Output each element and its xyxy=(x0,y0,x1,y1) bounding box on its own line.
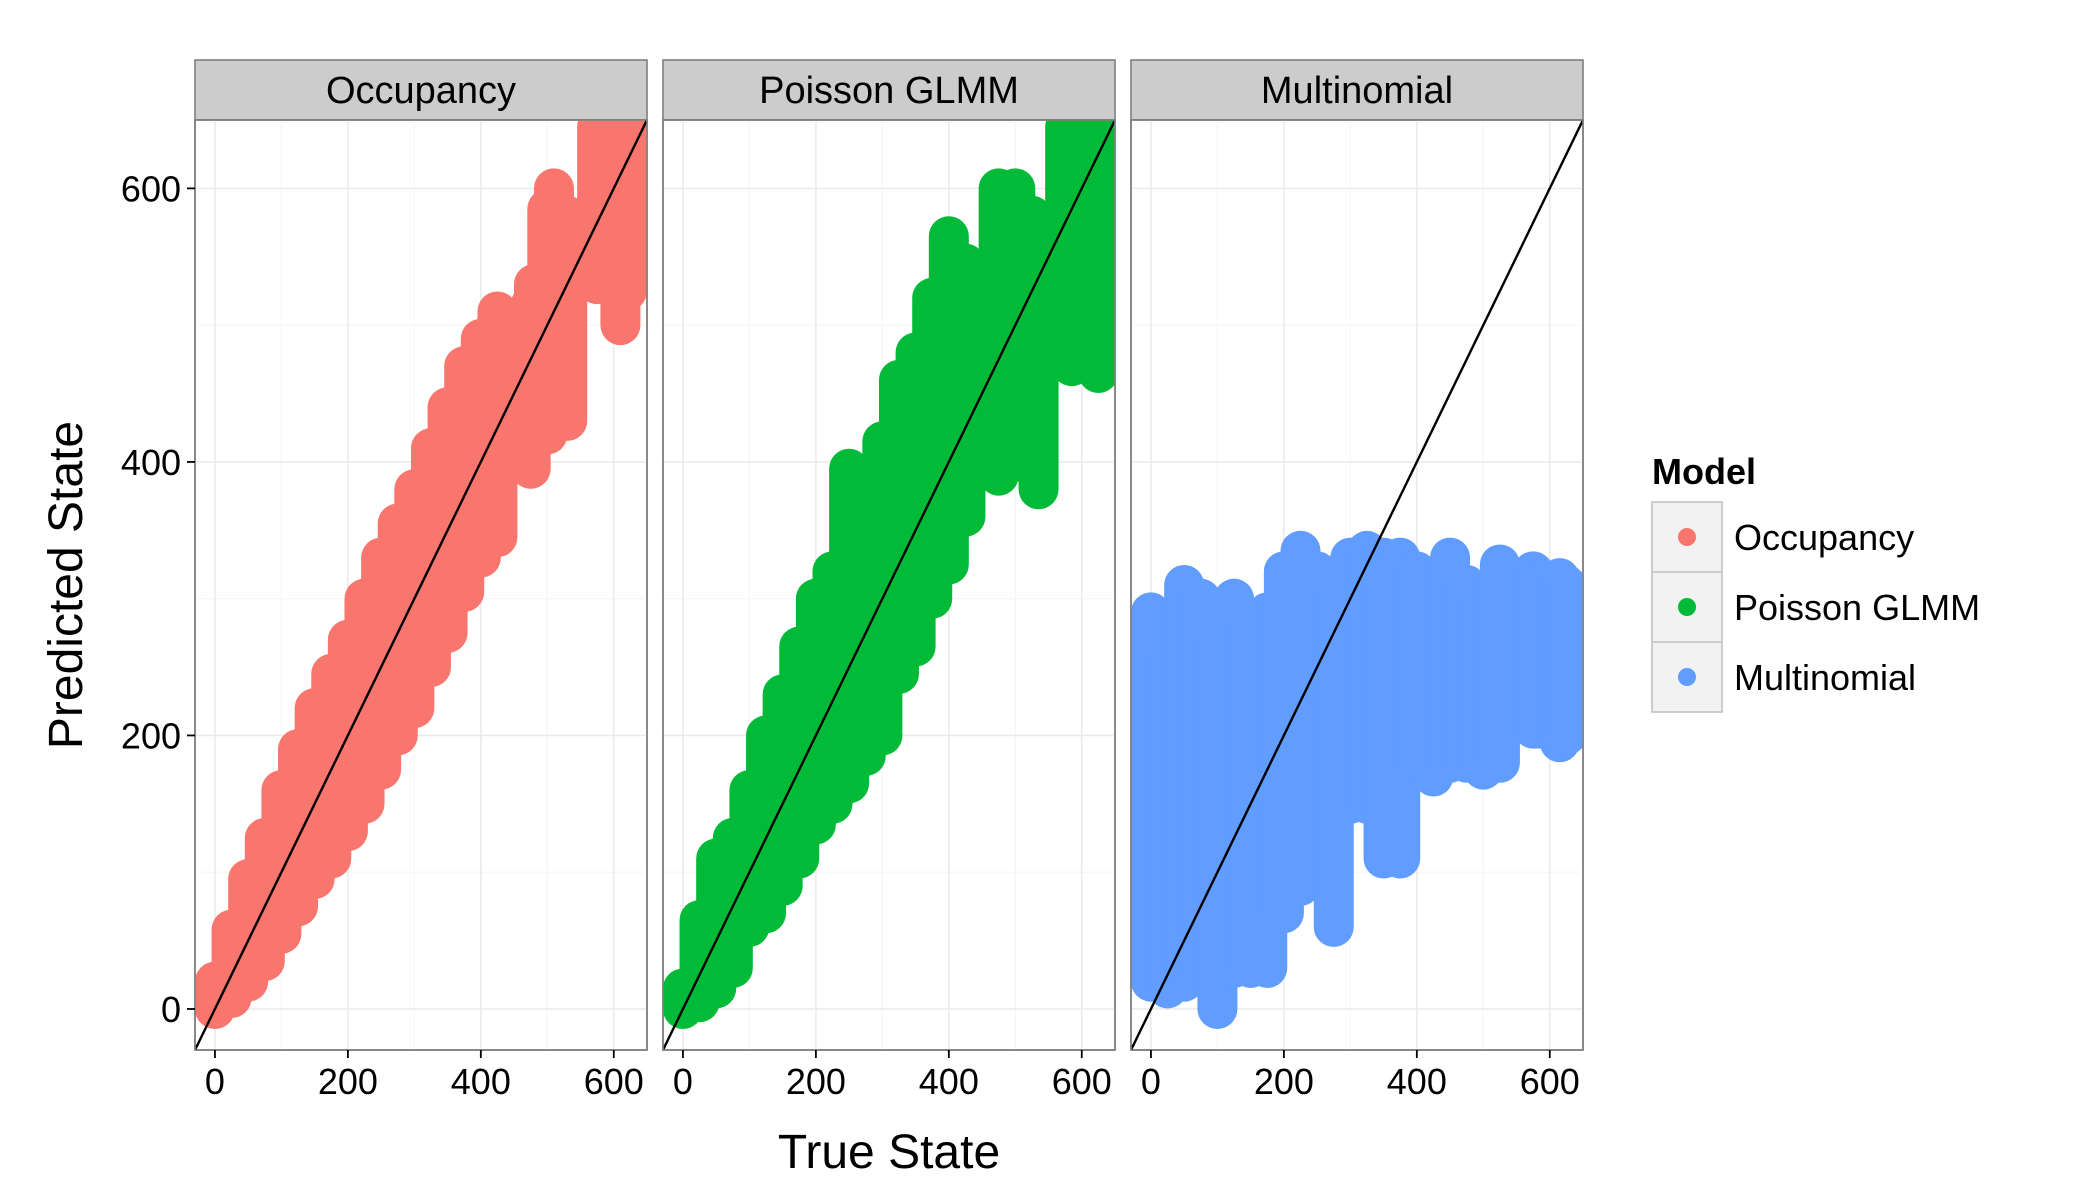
x-tick-label: 0 xyxy=(205,1061,225,1102)
x-tick-label: 600 xyxy=(1052,1061,1112,1102)
x-tick-label: 200 xyxy=(786,1061,846,1102)
facet-strip-label: Multinomial xyxy=(1261,70,1453,112)
y-axis-title: Predicted State xyxy=(40,421,93,749)
x-tick-label: 0 xyxy=(1141,1061,1161,1102)
panel-poisson-glmm: Poisson GLMM 0 200 400 600 xyxy=(662,59,1116,1102)
identity-line xyxy=(663,120,1115,1050)
panel-occupancy: Occupancy 0 200 400 600 0 200 400 600 xyxy=(121,59,648,1102)
legend-label: Poisson GLMM xyxy=(1734,587,1980,628)
data-points xyxy=(195,120,647,1029)
x-axis-title: True State xyxy=(778,1126,1000,1179)
facet-strip xyxy=(194,59,648,121)
legend-swatch xyxy=(1678,528,1696,546)
x-tick-label: 200 xyxy=(318,1061,378,1102)
panel-border xyxy=(1130,119,1584,1051)
y-tick-label: 0 xyxy=(161,989,181,1030)
panel-border xyxy=(662,119,1116,1051)
x-tick-label: 400 xyxy=(1387,1061,1447,1102)
identity-line xyxy=(1131,120,1583,1050)
facet-strip-label: Poisson GLMM xyxy=(759,70,1019,112)
x-tick-label: 600 xyxy=(1520,1061,1580,1102)
legend-label: Multinomial xyxy=(1734,657,1916,698)
identity-line xyxy=(195,120,647,1050)
legend-key xyxy=(1651,501,1723,573)
x-tick-label: 400 xyxy=(451,1061,511,1102)
legend-title: Model xyxy=(1652,451,1756,492)
facet-strip-label: Occupancy xyxy=(326,70,516,112)
x-tick-label: 0 xyxy=(673,1061,693,1102)
legend: Model Occupancy Poisson GLMM Multinomial xyxy=(1651,451,1980,713)
data-points xyxy=(663,120,1115,1029)
legend-swatch xyxy=(1678,598,1696,616)
facet-strip xyxy=(662,59,1116,121)
panel-multinomial: Multinomial 0 200 400 600 xyxy=(1130,59,1584,1102)
x-tick-label: 200 xyxy=(1254,1061,1314,1102)
data-points xyxy=(1131,530,1583,1029)
y-tick-label: 600 xyxy=(121,168,181,209)
panel-border xyxy=(194,119,648,1051)
x-tick-label: 400 xyxy=(919,1061,979,1102)
legend-swatch xyxy=(1678,668,1696,686)
x-tick-label: 600 xyxy=(584,1061,644,1102)
y-tick-label: 200 xyxy=(121,715,181,756)
y-tick-label: 400 xyxy=(121,442,181,483)
legend-label: Occupancy xyxy=(1734,517,1914,558)
